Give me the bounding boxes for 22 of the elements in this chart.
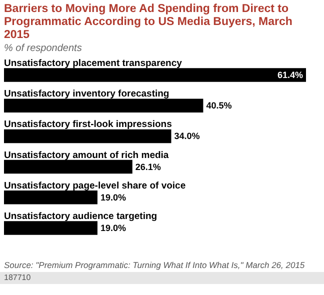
- y-tick-label: Unsatisfactory amount of rich media: [4, 150, 170, 161]
- chart-subtitle: % of respondents: [3, 42, 83, 54]
- data-label: 19.0%: [100, 192, 126, 202]
- y-tick-label: Unsatisfactory audience targeting: [4, 210, 158, 222]
- bar: [4, 160, 132, 174]
- y-tick-label: Unsatisfactory placement transparency: [4, 58, 183, 70]
- chart-title: Barriers to Moving More Ad Spending from Direct to Programmatic According to US Media Buyers, March 2015: [3, 2, 294, 42]
- data-label: 26.1%: [135, 162, 161, 172]
- source-note: Source: "Premium Programmatic: Turning What If Into What Is," March 26, 2015: [3, 260, 306, 270]
- data-label: 19.0%: [100, 222, 126, 233]
- bar: [4, 68, 306, 82]
- bar: [4, 129, 172, 144]
- bar: [4, 190, 98, 204]
- data-label: 40.5%: [206, 100, 232, 111]
- bar: [4, 98, 204, 113]
- data-label: 61.4%: [277, 70, 303, 80]
- y-tick-label: Unsatisfactory first-look impressions: [4, 119, 172, 130]
- y-tick-label: Unsatisfactory inventory forecasting: [4, 88, 170, 100]
- data-label: 34.0%: [174, 131, 200, 142]
- y-tick-label: Unsatisfactory page-level share of voice: [4, 180, 186, 192]
- bar: [4, 221, 98, 235]
- text: 187710: [0, 272, 324, 284]
